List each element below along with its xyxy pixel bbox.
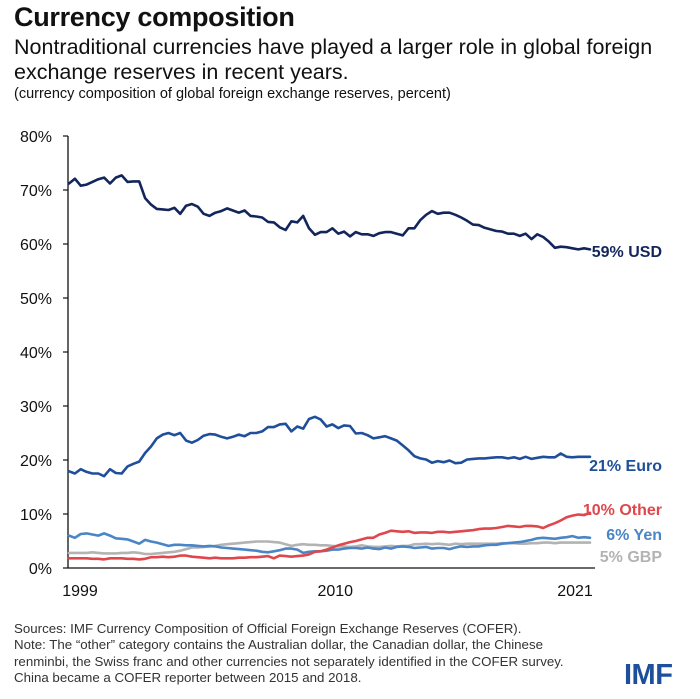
x-tick-label: 1999 bbox=[62, 583, 98, 600]
y-tick-label: 50% bbox=[20, 291, 52, 308]
y-tick-label: 70% bbox=[20, 183, 52, 200]
series-line-usd bbox=[67, 174, 592, 251]
y-tick-label: 20% bbox=[20, 453, 52, 470]
series-lines bbox=[67, 174, 592, 561]
y-tick-label: 60% bbox=[20, 237, 52, 254]
series-label-gbp: 5% GBP bbox=[600, 549, 663, 566]
line-chart: 0%10%20%30%40%50%60%70%80% 1999 2010 2021 … bbox=[20, 129, 662, 600]
series-line-euro bbox=[67, 415, 592, 478]
chart-subtitle: Nontraditional currencies have played a … bbox=[14, 35, 653, 84]
y-axis: 0% 10% 20% 30% 40% 50% 60% 70% 80% bbox=[20, 129, 69, 578]
x-tick-label: 2021 bbox=[557, 583, 593, 600]
series-line-other bbox=[67, 511, 592, 561]
series-labels: 59% USD 21% Euro 10% Other 6% Yen 5% GBP bbox=[583, 244, 662, 566]
y-tick-label: 40% bbox=[20, 345, 52, 362]
imf-logo: IMF bbox=[624, 659, 673, 691]
chart-title: Currency composition bbox=[14, 2, 295, 32]
footer-notes: Sources: IMF Currency Composition of Off… bbox=[14, 621, 594, 686]
y-tick-label: 80% bbox=[20, 129, 52, 146]
y-tick-label: 30% bbox=[20, 399, 52, 416]
series-label-yen: 6% Yen bbox=[606, 527, 662, 544]
sources-text: Sources: IMF Currency Composition of Off… bbox=[14, 621, 522, 636]
series-line-yen bbox=[67, 532, 592, 555]
unit-note: (currency composition of global foreign … bbox=[14, 86, 451, 102]
x-tick-label: 2010 bbox=[317, 583, 353, 600]
x-axis: 1999 2010 2021 bbox=[62, 567, 595, 600]
note-text: Note: The “other” category contains the … bbox=[14, 637, 564, 685]
y-tick-label: 0% bbox=[29, 561, 52, 578]
series-label-other: 10% Other bbox=[583, 502, 662, 519]
series-label-usd: 59% USD bbox=[592, 244, 662, 261]
y-tick-label: 10% bbox=[20, 507, 52, 524]
series-label-euro: 21% Euro bbox=[589, 458, 662, 475]
